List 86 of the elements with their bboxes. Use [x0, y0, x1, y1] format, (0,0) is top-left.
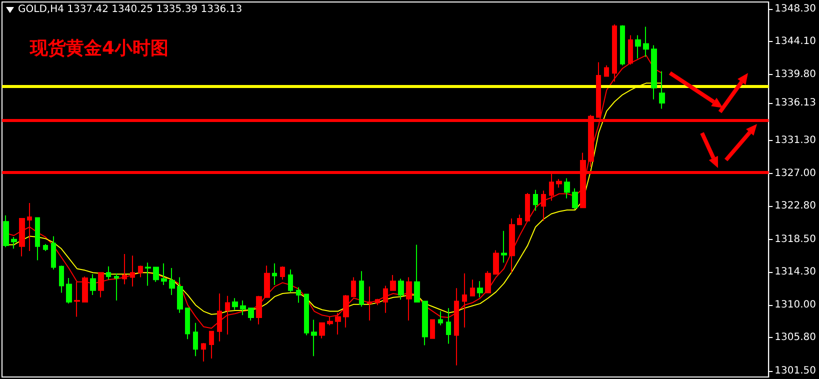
candlestick: [122, 254, 127, 285]
candlestick: [248, 308, 254, 322]
candlestick: [501, 230, 507, 264]
candlestick: [209, 330, 214, 359]
y-tick-label: 1331.30: [774, 134, 816, 146]
candlestick: [477, 280, 483, 298]
candlestick: [406, 276, 412, 322]
candlestick: [161, 262, 167, 286]
candlestick: [43, 244, 48, 252]
candlestick: [572, 188, 578, 210]
candlestick: [3, 214, 9, 248]
candlestick: [470, 279, 475, 296]
candlestick: [98, 272, 104, 298]
candlestick: [390, 274, 396, 291]
candlestick: [422, 300, 428, 346]
y-tick-label: 1310.00: [774, 300, 816, 311]
candlestick: [27, 202, 32, 252]
candlestick: [509, 218, 515, 274]
candlestick: [319, 322, 325, 339]
candlestick: [35, 217, 40, 261]
candlestick: [620, 24, 625, 66]
candlestick: [177, 276, 183, 314]
candlestick: [643, 26, 649, 58]
candlestick: [272, 262, 277, 286]
candlestick: [327, 316, 333, 326]
candlestick: [264, 265, 270, 298]
candlestick: [533, 189, 538, 212]
candlestick: [106, 266, 111, 280]
candlestick: [114, 272, 119, 301]
candlestick: [438, 310, 443, 326]
candlestick: [398, 278, 404, 300]
candlestick: [525, 192, 530, 222]
candlestick: [659, 70, 665, 110]
candlestick: [556, 178, 562, 188]
candlestick: [367, 286, 372, 322]
candlestick: [256, 295, 262, 325]
candlestick: [375, 298, 380, 306]
candlestick: [74, 281, 80, 318]
candlestick: [351, 276, 356, 298]
candlestick: [193, 322, 198, 357]
candlestick: [11, 236, 17, 250]
candlestick: [145, 262, 151, 286]
candlestick: [51, 236, 56, 270]
chart-subtitle: GOLD,H4 1337.42 1340.25 1335.39 1336.13: [18, 4, 242, 15]
y-tick-label: 1339.80: [774, 69, 816, 80]
candlestick: [138, 265, 143, 278]
candlestick: [82, 276, 88, 302]
candlestick: [240, 300, 246, 316]
y-tick-label: 1305.80: [774, 332, 816, 344]
y-tick-label: 1327.00: [774, 168, 816, 180]
candlestick: [59, 265, 64, 294]
y-tick-label: 1318.50: [774, 234, 816, 245]
candlestick: [564, 178, 570, 199]
candlestick: [280, 266, 285, 280]
text: 现货黄金4小时图: [30, 37, 169, 60]
y-tick-label: 1301.50: [774, 365, 816, 376]
candlestick: [296, 286, 301, 304]
candlestick: [383, 285, 388, 314]
candlestick: [414, 244, 420, 302]
candlestick: [635, 34, 641, 59]
candlestick: [311, 319, 317, 357]
candlestick: [446, 308, 451, 344]
candlestick: [90, 274, 96, 296]
candlestick: [153, 266, 159, 282]
candlestick: [517, 214, 522, 226]
candlestick: [130, 255, 135, 288]
y-tick-label: 1344.10: [774, 36, 816, 47]
candlestick: [169, 267, 175, 296]
y-tick-label: 1348.30: [774, 3, 816, 14]
candlestick: [541, 190, 546, 222]
candlestick: [430, 319, 435, 339]
candlestick: [304, 294, 309, 336]
candlestick: [493, 250, 499, 275]
candlestick: [288, 269, 293, 292]
candlestick: [485, 270, 491, 294]
candlestick: [232, 298, 238, 310]
candlestick: [201, 342, 206, 362]
candlestick: [651, 44, 657, 100]
candlestick: [185, 308, 190, 340]
y-tick-label: 1336.13: [774, 98, 816, 109]
candlestick: [359, 270, 364, 308]
candlestick: [66, 278, 72, 304]
candlestick: [604, 64, 609, 77]
y-tick-label: 1314.30: [774, 266, 816, 278]
y-tick-label: 1322.80: [774, 200, 816, 212]
candlestick: [19, 218, 25, 257]
